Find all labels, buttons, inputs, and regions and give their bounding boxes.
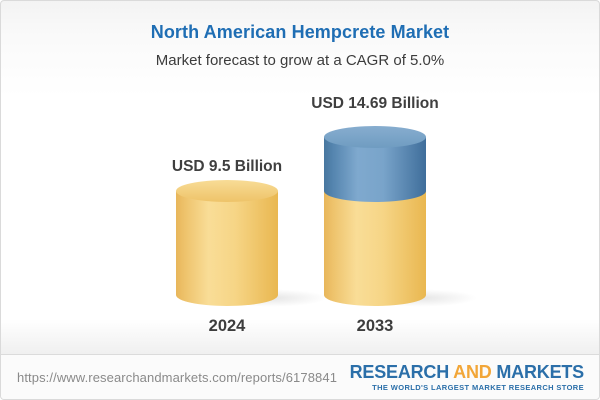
logo-word-research: RESEARCH bbox=[349, 361, 450, 382]
page-subtitle: Market forecast to grow at a CAGR of 5.0… bbox=[155, 52, 445, 69]
logo-word-and: AND bbox=[453, 361, 492, 382]
report-url-link[interactable]: https://www.researchandmarkets.com/repor… bbox=[17, 369, 338, 385]
bar-2024-cylinder bbox=[176, 180, 278, 306]
bar-2033-cylinder bbox=[324, 126, 426, 306]
page-title: North American Hempcrete Market bbox=[150, 22, 450, 42]
bar-value-label-2024: USD 9.5 Billion bbox=[171, 158, 283, 175]
footer-bar: https://www.researchandmarkets.com/repor… bbox=[1, 354, 599, 399]
x-axis-label-2024: 2024 bbox=[208, 317, 246, 335]
logo-wordmark: RESEARCH AND MARKETS bbox=[349, 361, 585, 382]
bar-value-label-2033: USD 14.69 Billion bbox=[311, 95, 439, 112]
logo-word-markets: MARKETS bbox=[496, 361, 584, 382]
logo-tagline: THE WORLD'S LARGEST MARKET RESEARCH STOR… bbox=[372, 382, 584, 392]
research-and-markets-logo: RESEARCH AND MARKETS THE WORLD'S LARGEST… bbox=[349, 361, 585, 392]
x-axis-label-2033: 2033 bbox=[356, 317, 394, 335]
chart-header: North American Hempcrete Market Market f… bbox=[1, 1, 599, 69]
